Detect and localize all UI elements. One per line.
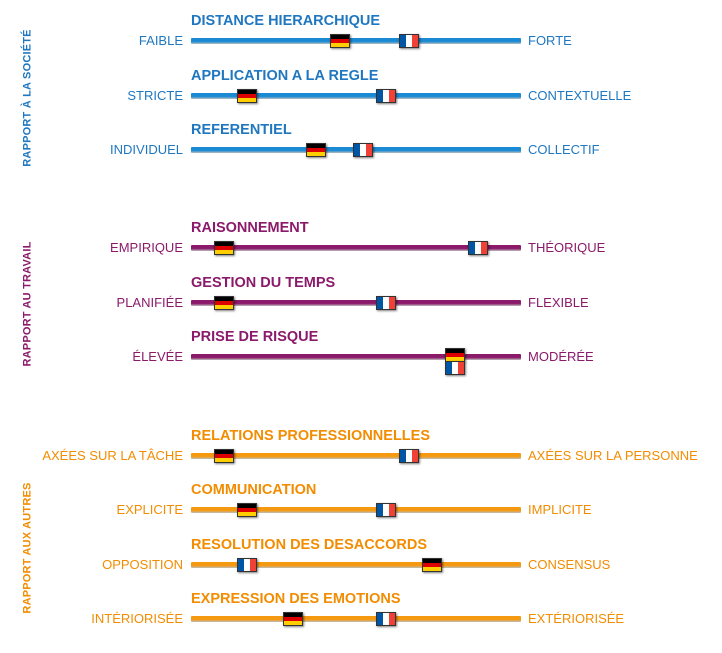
dimension-title-application-a-la-regle: APPLICATION A LA REGLE <box>191 68 379 84</box>
dimension-title-gestion-du-temps: GESTION DU TEMPS <box>191 275 336 291</box>
scale-right-label: FLEXIBLE <box>528 295 589 310</box>
france-flag-icon <box>398 34 419 48</box>
scale-bar-relations-professionnelles <box>191 453 521 459</box>
germany-flag-icon <box>329 34 350 48</box>
scale-right-label: CONSENSUS <box>528 557 611 572</box>
scale-left-label: PLANIFIÉE <box>116 295 183 310</box>
scale-bar-prise-de-risque <box>191 354 521 360</box>
scale-left-label: OPPOSITION <box>102 557 183 572</box>
section-label-rapport-aux-autres: RAPPORT AUX AUTRES <box>21 482 34 614</box>
france-flag-icon <box>468 241 489 255</box>
scale-bar-distance-hierarchique <box>191 38 521 44</box>
france-flag-icon <box>398 449 419 463</box>
scale-right-label: COLLECTIF <box>528 142 600 157</box>
scale-right-label: AXÉES SUR LA PERSONNE <box>528 448 698 463</box>
dimension-title-resolution-des-desaccords: RESOLUTION DES DESACCORDS <box>191 537 428 553</box>
section-label-rapport-a-la-societe: RAPPORT À LA SOCIÉTÉ <box>21 29 34 167</box>
scale-right-label: FORTE <box>528 33 572 48</box>
france-flag-icon <box>375 89 396 103</box>
scale-right-label: MODÉRÉE <box>528 349 594 364</box>
germany-flag-icon <box>283 612 304 626</box>
dimension-title-expression-des-emotions: EXPRESSION DES EMOTIONS <box>191 591 401 607</box>
scale-left-label: INDIVIDUEL <box>110 142 183 157</box>
scale-left-label: ÉLEVÉE <box>132 349 183 364</box>
germany-flag-icon <box>421 558 442 572</box>
france-flag-icon <box>445 361 465 375</box>
germany-flag-icon <box>214 449 234 463</box>
germany-flag-icon <box>237 503 258 517</box>
scale-left-label: EXPLICITE <box>116 502 183 517</box>
scale-left-label: EMPIRIQUE <box>110 240 183 255</box>
scale-left-label: INTÉRIORISÉE <box>91 611 183 626</box>
france-flag-icon <box>237 558 258 572</box>
germany-flag-icon <box>214 241 234 255</box>
dimension-title-raisonnement: RAISONNEMENT <box>191 220 309 236</box>
scale-bar-expression-des-emotions <box>191 616 521 622</box>
dimension-title-communication: COMMUNICATION <box>191 482 317 498</box>
scale-bar-application-a-la-regle <box>191 93 521 99</box>
dimension-title-distance-hierarchique: DISTANCE HIERARCHIQUE <box>191 13 381 29</box>
scale-bar-gestion-du-temps <box>191 300 521 306</box>
france-flag-icon <box>375 503 396 517</box>
scale-left-label: FAIBLE <box>138 33 183 48</box>
scale-bar-communication <box>191 507 521 513</box>
dimension-title-referentiel: REFERENTIEL <box>191 122 292 138</box>
france-flag-icon <box>375 612 396 626</box>
germany-flag-icon <box>445 348 465 362</box>
scale-bar-raisonnement <box>191 245 521 251</box>
scale-left-label: STRICTE <box>127 88 183 103</box>
scale-left-label: AXÉES SUR LA TÂCHE <box>42 448 183 463</box>
france-flag-icon <box>352 143 373 157</box>
france-flag-icon <box>375 296 396 310</box>
germany-flag-icon <box>237 89 258 103</box>
scale-right-label: IMPLICITE <box>528 502 592 517</box>
section-label-rapport-au-travail: RAPPORT AU TRAVAIL <box>21 241 34 367</box>
germany-flag-icon <box>214 296 234 310</box>
dimension-title-prise-de-risque: PRISE DE RISQUE <box>191 329 319 345</box>
scale-right-label: CONTEXTUELLE <box>528 88 632 103</box>
dimension-title-relations-professionnelles: RELATIONS PROFESSIONNELLES <box>191 428 431 444</box>
scale-right-label: EXTÉRIORISÉE <box>528 611 625 626</box>
germany-flag-icon <box>306 143 327 157</box>
scale-right-label: THÉORIQUE <box>528 240 606 255</box>
scale-bar-resolution-des-desaccords <box>191 562 521 568</box>
